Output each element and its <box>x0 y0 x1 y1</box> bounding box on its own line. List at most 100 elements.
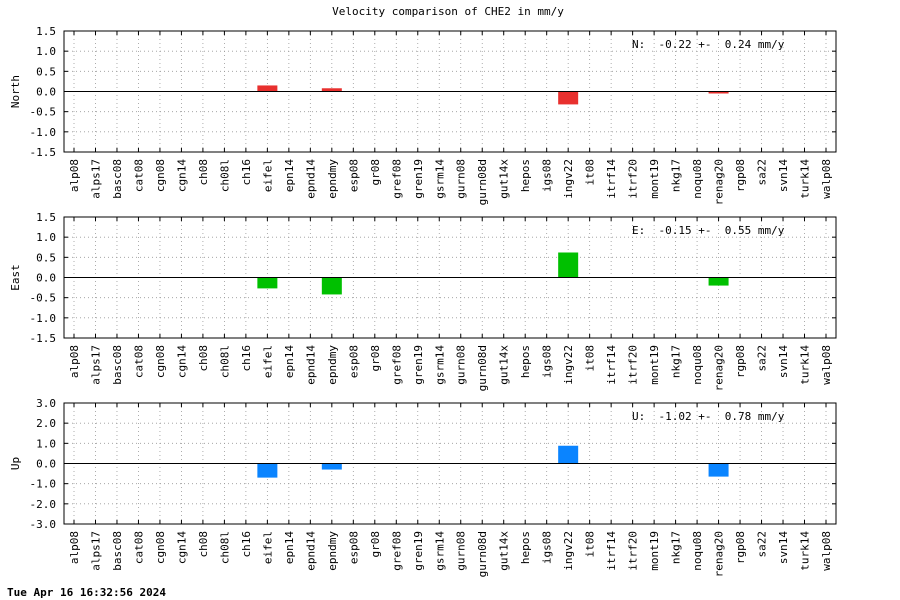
x-tick-label: nkg17 <box>670 345 683 378</box>
y-tick-label: 1.5 <box>36 25 56 38</box>
x-tick-label: cgn14 <box>175 345 188 378</box>
x-tick-label: cgn14 <box>175 159 188 192</box>
x-tick-label: cat08 <box>132 531 145 564</box>
x-tick-label: cgn08 <box>154 159 167 192</box>
y-tick-label: 0.0 <box>36 86 56 99</box>
x-tick-label: walp08 <box>820 159 833 199</box>
x-tick-label: rgp08 <box>734 345 747 378</box>
bar-ingv22 <box>558 445 579 464</box>
x-tick-label: alps17 <box>89 345 102 385</box>
x-tick-label: itrf14 <box>605 159 618 199</box>
x-tick-label: gurn08 <box>455 531 468 571</box>
x-tick-label: cgn14 <box>175 531 188 564</box>
bar-renag20 <box>708 91 729 94</box>
y-axis-label: North <box>9 75 22 108</box>
panel-up: 3.0 2.0 1.0 0.0 -1.0 -2.0 -3.0 alp08 alps17 basc0… <box>9 397 837 577</box>
y-tick-label: 2.0 <box>36 417 56 430</box>
x-tick-label: epnd14 <box>304 345 317 385</box>
x-tick-label: walp08 <box>820 531 833 571</box>
x-tick-label: sa22 <box>756 531 769 558</box>
y-tick-label: -1.0 <box>30 478 57 491</box>
stats-annotation: E: -0.15 +- 0.55 mm/y <box>632 224 785 237</box>
x-tick-label: mont19 <box>648 159 661 199</box>
x-tick-label: esp08 <box>347 345 360 378</box>
x-tick-label: ch08 <box>197 159 210 186</box>
x-tick-label: epnd14 <box>304 531 317 571</box>
x-tick-label: gsrm14 <box>433 345 446 385</box>
y-tick-label: 0.0 <box>36 458 56 471</box>
plot-frame <box>63 30 837 153</box>
x-tick-label: epn14 <box>283 159 296 192</box>
x-tick-label: gren19 <box>412 345 425 385</box>
x-tick-label: epndmy <box>326 159 339 199</box>
plot-frame <box>63 216 837 339</box>
x-tick-label: alps17 <box>89 159 102 199</box>
x-tick-label: gr08 <box>369 159 382 186</box>
bar-renag20 <box>708 277 729 286</box>
x-tick-label: hepos <box>519 345 532 378</box>
x-tick-label: alps17 <box>89 531 102 571</box>
y-tick-label: -3.0 <box>30 518 57 531</box>
x-tick-label: epndmy <box>326 531 339 571</box>
x-tick-label: gurn08 <box>455 159 468 199</box>
x-tick-label: cgn08 <box>154 345 167 378</box>
x-tick-label: hepos <box>519 531 532 564</box>
x-tick-label: itrf20 <box>627 159 640 199</box>
x-tick-label: gurn08 <box>455 345 468 385</box>
x-tick-label: gurn08d <box>476 531 489 577</box>
x-tick-label: rgp08 <box>734 159 747 192</box>
x-tick-label: gren19 <box>412 159 425 199</box>
y-tick-label: 0.0 <box>36 272 56 285</box>
y-axis-label: Up <box>9 457 22 470</box>
y-tick-label: 0.5 <box>36 251 56 264</box>
bar-ingv22 <box>558 91 579 105</box>
x-tick-label: mont19 <box>648 345 661 385</box>
y-axis-label: East <box>9 264 22 291</box>
x-tick-label: itrf14 <box>605 345 618 385</box>
stats-annotation: N: -0.22 +- 0.24 mm/y <box>632 38 785 51</box>
x-tick-label: gut14x <box>498 159 511 199</box>
bar-eifel <box>257 277 278 289</box>
chart-title: Velocity comparison of CHE2 in mm/y <box>332 5 564 18</box>
x-tick-label: ch16 <box>240 531 253 558</box>
x-tick-label: ch08l <box>218 531 231 564</box>
bar-epndmy <box>321 277 342 295</box>
x-tick-label: sa22 <box>756 159 769 186</box>
y-tick-label: -0.5 <box>30 292 57 305</box>
x-tick-label: itrf20 <box>627 345 640 385</box>
y-tick-label: -1.5 <box>30 146 57 159</box>
x-tick-label: mont19 <box>648 531 661 571</box>
x-tick-label: alp08 <box>68 531 81 564</box>
x-tick-label: eifel <box>261 159 274 192</box>
x-tick-label: ch16 <box>240 159 253 186</box>
x-tick-label: itrf20 <box>627 531 640 571</box>
y-tick-label: -2.0 <box>30 498 57 511</box>
x-tick-label: gref08 <box>390 531 403 571</box>
y-tick-label: -0.5 <box>30 106 57 119</box>
x-tick-label: rgp08 <box>734 531 747 564</box>
x-tick-label: gsrm14 <box>433 531 446 571</box>
x-tick-label: gurn08d <box>476 345 489 391</box>
x-tick-label: igs08 <box>541 159 554 192</box>
x-tick-label: svn14 <box>777 531 790 564</box>
x-tick-label: ingv22 <box>562 531 575 571</box>
x-tick-label: gr08 <box>369 345 382 372</box>
plot-frame <box>63 402 837 525</box>
x-tick-label: svn14 <box>777 159 790 192</box>
bar-renag20 <box>708 463 729 477</box>
bar-eifel <box>257 463 278 478</box>
x-tick-label: itrf14 <box>605 531 618 571</box>
x-tick-label: ingv22 <box>562 159 575 199</box>
x-tick-label: sa22 <box>756 345 769 372</box>
stats-annotation: U: -1.02 +- 0.78 mm/y <box>632 410 785 423</box>
timestamp: Tue Apr 16 16:32:56 2024 <box>7 586 166 599</box>
x-tick-label: basc08 <box>111 531 124 571</box>
x-tick-label: gr08 <box>369 531 382 558</box>
x-tick-label: alp08 <box>68 345 81 378</box>
x-tick-label: epnd14 <box>304 159 317 199</box>
x-tick-label: eifel <box>261 345 274 378</box>
x-tick-label: noqu08 <box>691 159 704 199</box>
x-tick-label: eifel <box>261 531 274 564</box>
y-tick-label: -1.0 <box>30 312 57 325</box>
x-tick-label: epn14 <box>283 345 296 378</box>
